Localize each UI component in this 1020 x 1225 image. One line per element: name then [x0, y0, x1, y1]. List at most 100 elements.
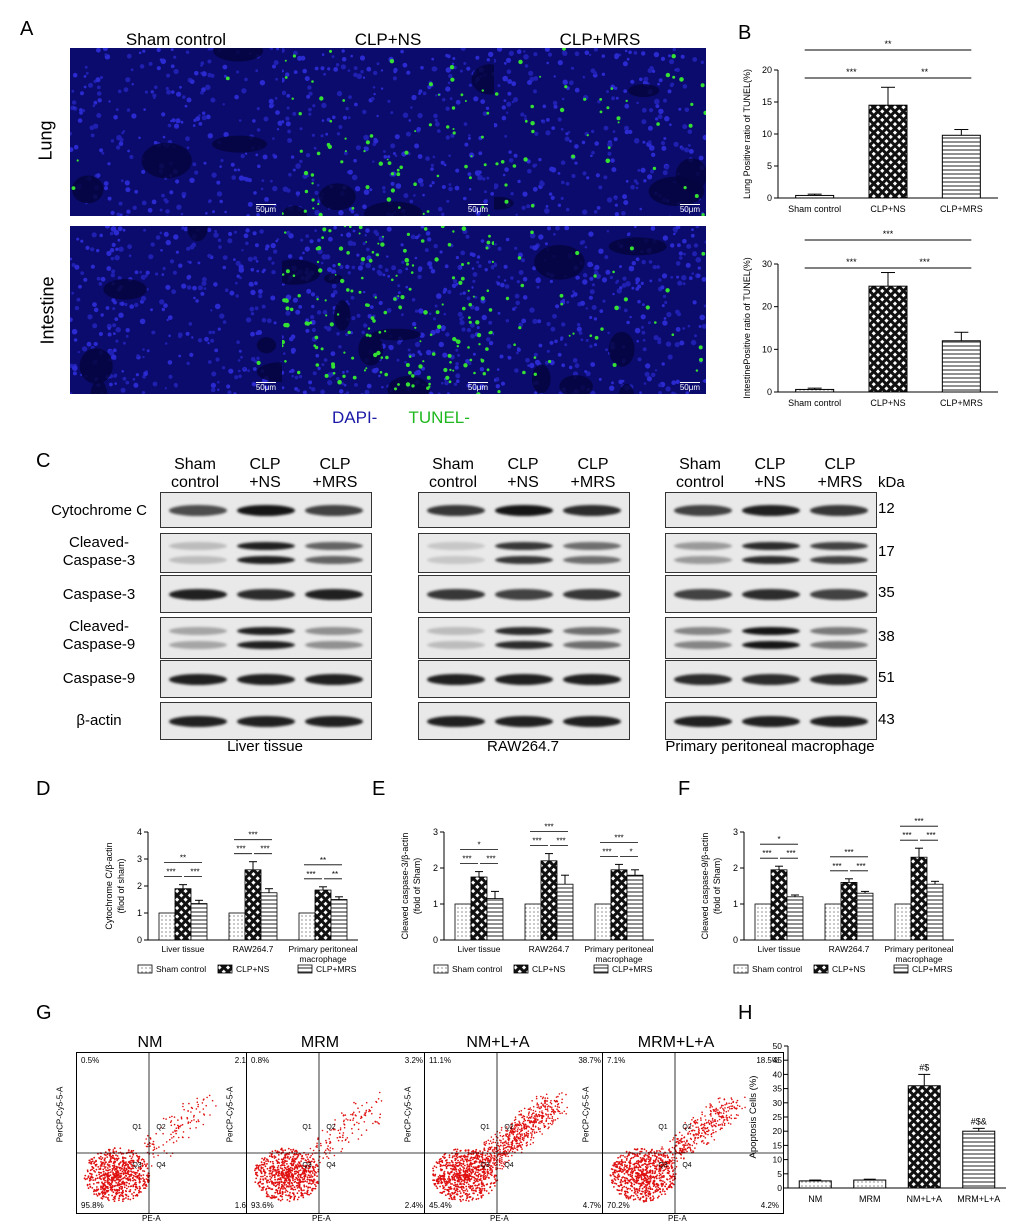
- tunel-spot: [71, 186, 76, 191]
- nucleus: [282, 186, 289, 192]
- panel-label-b: B: [738, 22, 752, 44]
- nucleus: [213, 282, 218, 287]
- tunel-spot: [448, 380, 452, 384]
- kda-35: 35: [878, 584, 895, 601]
- event-dot: [125, 1177, 127, 1180]
- nucleus: [321, 392, 324, 394]
- nucleus: [222, 64, 228, 70]
- nucleus: [544, 242, 548, 246]
- tunel-spot: [683, 186, 687, 190]
- nucleus: [72, 365, 78, 371]
- nucleus: [591, 305, 597, 310]
- nucleus: [370, 96, 375, 101]
- protein-band: [742, 588, 800, 600]
- nucleus: [628, 50, 632, 55]
- nucleus: [288, 172, 292, 177]
- event-dot: [112, 1157, 115, 1160]
- nucleus: [560, 160, 566, 165]
- nucleus: [663, 317, 667, 320]
- tunel-spot: [463, 363, 468, 368]
- nucleus: [469, 252, 474, 257]
- protein-band: [495, 626, 553, 635]
- tissue-void: [187, 226, 208, 242]
- nucleus: [504, 284, 510, 289]
- tunel-spot: [422, 212, 425, 215]
- wb-header-line2: +MRS: [817, 474, 863, 491]
- event-dot: [316, 1165, 319, 1167]
- nucleus: [387, 99, 391, 103]
- event-dot: [295, 1149, 298, 1152]
- event-dot: [290, 1171, 292, 1174]
- nucleus: [455, 362, 459, 366]
- nucleus: [356, 253, 360, 257]
- y-tick-label: 20: [762, 65, 772, 75]
- nucleus: [686, 243, 692, 249]
- nucleus: [394, 154, 398, 157]
- event-dot: [133, 1191, 135, 1194]
- nucleus: [362, 109, 367, 115]
- event-dot: [190, 1120, 193, 1122]
- event-dot: [480, 1181, 483, 1184]
- event-dot: [118, 1189, 121, 1192]
- event-dot: [309, 1180, 311, 1182]
- sig-label: **: [180, 854, 186, 863]
- nucleus: [477, 264, 482, 268]
- wb-header-line2: +NS: [249, 474, 281, 491]
- event-dot: [372, 1122, 374, 1125]
- nucleus: [501, 105, 506, 110]
- protein-band: [742, 504, 800, 516]
- nucleus: [557, 352, 562, 357]
- nucleus: [299, 159, 303, 164]
- nucleus: [276, 48, 279, 51]
- nucleus: [238, 276, 242, 280]
- nucleus: [614, 203, 618, 207]
- nucleus: [314, 66, 319, 71]
- event-dot: [102, 1182, 104, 1185]
- nucleus: [95, 77, 101, 83]
- q3-name: Q3: [302, 1162, 311, 1169]
- nucleus: [459, 69, 463, 73]
- nucleus: [357, 265, 363, 271]
- event-dot: [458, 1180, 460, 1183]
- tunel-spot: [460, 93, 464, 97]
- event-dot: [461, 1157, 464, 1160]
- nucleus: [148, 61, 153, 66]
- event-dot: [477, 1165, 479, 1168]
- event-dot: [311, 1175, 314, 1178]
- y-tick-label: 20: [762, 302, 772, 312]
- nucleus: [640, 314, 646, 320]
- event-dot: [101, 1190, 104, 1193]
- nucleus: [164, 342, 168, 345]
- event-dot: [462, 1155, 465, 1158]
- event-dot: [297, 1154, 300, 1157]
- tunel-spot: [452, 369, 455, 372]
- event-dot: [116, 1184, 119, 1187]
- nucleus: [589, 276, 594, 281]
- nucleus: [171, 118, 176, 123]
- nucleus: [637, 357, 642, 362]
- event-dot: [291, 1157, 294, 1160]
- tunel-spot: [629, 246, 634, 251]
- nucleus: [675, 261, 681, 266]
- q4-pct: 2.4%: [405, 1201, 423, 1210]
- tunel-spot: [370, 316, 375, 320]
- event-dot: [119, 1161, 122, 1164]
- scale-bar: 50μm: [679, 382, 700, 392]
- event-dot: [143, 1170, 146, 1172]
- tunel-spot: [328, 229, 332, 233]
- nucleus: [288, 370, 292, 373]
- nucleus: [631, 286, 635, 290]
- nucleus: [186, 97, 192, 103]
- nucleus: [311, 327, 316, 333]
- event-dot: [298, 1162, 301, 1165]
- event-dot: [271, 1165, 273, 1168]
- event-dot: [465, 1188, 468, 1190]
- nucleus: [134, 270, 139, 275]
- event-dot: [435, 1166, 438, 1169]
- nucleus: [162, 266, 166, 271]
- nucleus: [614, 212, 620, 216]
- event-dot: [112, 1162, 115, 1165]
- event-dot: [106, 1156, 109, 1158]
- nucleus: [159, 231, 163, 235]
- nucleus: [662, 170, 668, 176]
